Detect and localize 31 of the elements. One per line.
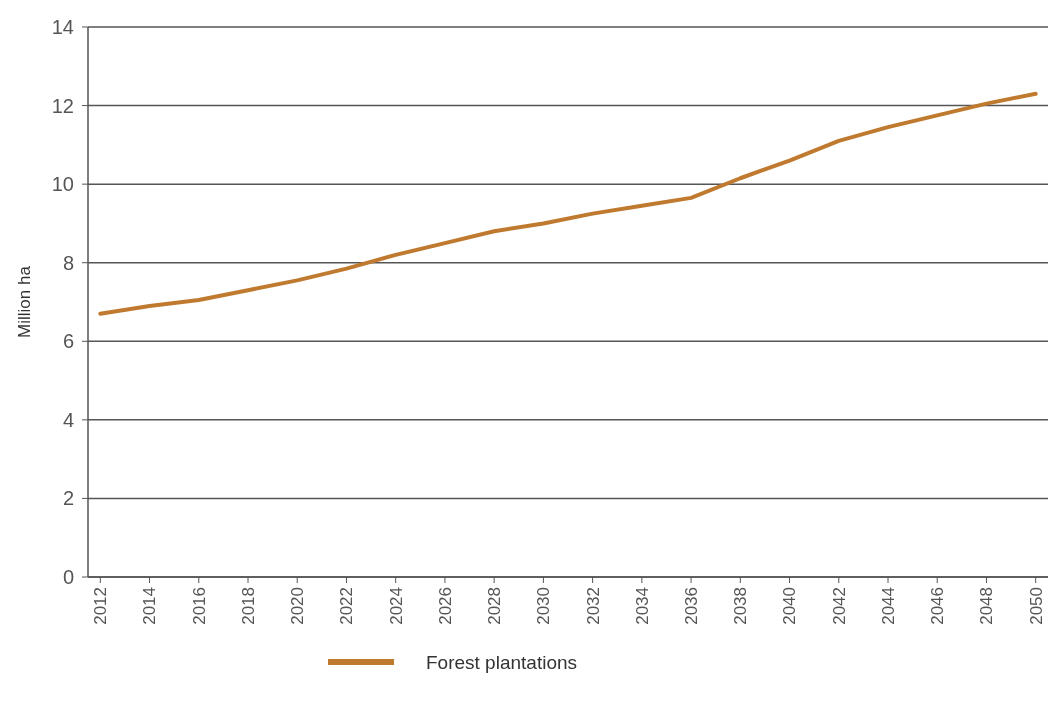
x-tick-label: 2024: [386, 587, 406, 625]
y-axis-title: Million ha: [15, 265, 34, 338]
x-tick-label: 2046: [928, 587, 948, 625]
x-tick-label: 2042: [829, 587, 849, 625]
x-tick-label: 2022: [337, 587, 357, 625]
x-tick-label: 2040: [780, 587, 800, 625]
x-tick-label: 2030: [534, 587, 554, 625]
line-series: [98, 91, 1038, 316]
x-tick-label: 2016: [189, 587, 209, 625]
y-tick-label: 2: [62, 487, 74, 510]
x-tick-label: 2026: [435, 587, 455, 625]
y-tick-label: 12: [51, 94, 74, 117]
x-tick-label: 2032: [583, 587, 603, 625]
legend-label: Forest plantations: [426, 651, 578, 673]
y-tick-label: 4: [62, 408, 74, 431]
x-tick-label: 2014: [140, 587, 160, 625]
x-tick-label: 2018: [238, 587, 258, 625]
x-tick-label: 2048: [977, 587, 997, 625]
x-tick-label: 2038: [731, 587, 751, 625]
x-tick-label: 2020: [288, 587, 308, 625]
y-tick-label: 6: [62, 330, 74, 353]
y-tick-label: 14: [51, 16, 74, 38]
x-tick-label: 2012: [91, 587, 111, 625]
x-tick-label: 2050: [1026, 587, 1046, 625]
x-tick-label: 2034: [632, 587, 652, 625]
y-tick-label: 0: [62, 566, 74, 588]
y-tick-label: 8: [62, 251, 74, 274]
x-tick-label: 2036: [682, 587, 702, 625]
y-tick-label: 10: [51, 173, 74, 196]
x-tick-label: 2044: [878, 587, 898, 625]
x-tick-label: 2028: [485, 587, 505, 625]
